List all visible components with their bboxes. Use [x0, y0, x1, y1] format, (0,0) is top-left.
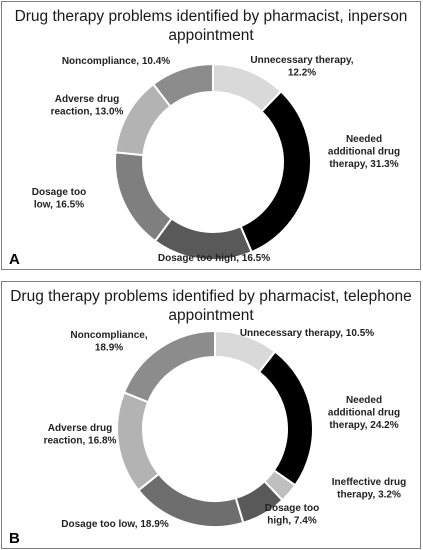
slice-label-unnecessary-therapy: Unnecessary therapy, 12.2% — [250, 55, 353, 79]
slice-needed-additional-drug-therapy — [257, 350, 314, 487]
slice-label-adverse-drug-reaction: Adverse drug reaction, 16.8% — [44, 423, 117, 447]
chart-title-b-line-1: Drug therapy problems identified by phar… — [10, 288, 412, 305]
slice-label-noncompliance: Noncompliance, 10.4% — [62, 56, 170, 67]
chart-title-b: Drug therapy problems identified by phar… — [2, 287, 420, 325]
slice-needed-additional-drug-therapy — [239, 90, 312, 254]
chart-panel-b: Drug therapy problems identified by phar… — [1, 281, 421, 549]
chart-title-a-line-1: Drug therapy problems identified by phar… — [14, 8, 408, 25]
slice-label-adverse-drug-reaction: Adverse drug reaction, 13.0% — [51, 94, 124, 118]
donut-chart-a: Unnecessary therapy, 12.2% Needed additiona… — [32, 55, 400, 264]
slice-noncompliance — [151, 62, 214, 108]
slice-label-dosage-too-low: Dosage too low, 16.5% — [32, 187, 86, 211]
chart-panel-a: Drug therapy problems identified by phar… — [1, 1, 421, 270]
slice-dosage-too-low — [114, 151, 174, 243]
slice-label-needed-additional-drug-therapy: Needed additional drug therapy, 24.2% — [328, 395, 400, 431]
slice-label-ineffective-drug-therapy: Ineffective drug therapy, 3.2% — [332, 477, 406, 501]
slice-label-noncompliance: Noncompliance, 18.9% — [70, 330, 147, 354]
slice-label-dosage-too-high: Dosage too high, 16.5% — [158, 253, 270, 264]
slice-label-dosage-too-high: Dosage too high, 7.4% — [265, 503, 319, 527]
panel-label-b: B — [9, 530, 20, 547]
slice-noncompliance — [122, 329, 216, 404]
slice-adverse-drug-reaction — [116, 391, 161, 492]
panel-label-a: A — [9, 251, 20, 268]
slice-label-dosage-too-low: Dosage too low, 18.9% — [61, 519, 169, 530]
chart-title-b-line-2: appointment — [168, 307, 254, 324]
chart-title-a-line-2: appointment — [168, 27, 254, 44]
chart-title-a: Drug therapy problems identified by phar… — [2, 7, 420, 45]
slice-label-unnecessary-therapy: Unnecessary therapy, 10.5% — [240, 328, 374, 339]
donut-chart-b: Unnecessary therapy, 10.5% Needed addition… — [44, 328, 407, 530]
slice-label-needed-additional-drug-therapy: Needed additional drug therapy, 31.3% — [328, 134, 400, 170]
